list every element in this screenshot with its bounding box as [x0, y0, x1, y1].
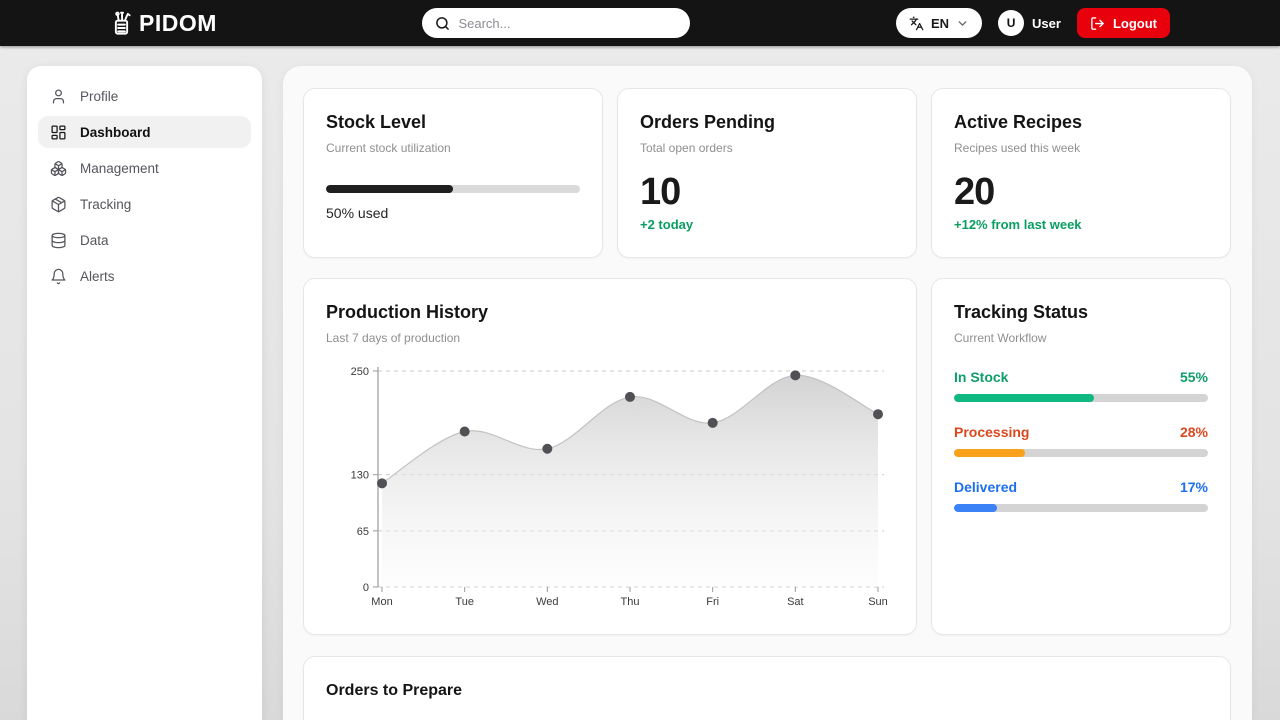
utensil-crock-icon: [108, 10, 135, 37]
sidebar-item-label: Dashboard: [80, 124, 151, 140]
svg-text:Tue: Tue: [455, 596, 474, 607]
search-icon: [435, 16, 450, 31]
sidebar-item-data[interactable]: Data: [38, 224, 251, 256]
stock-progress-fill: [326, 185, 453, 193]
sidebar-item-label: Management: [80, 160, 159, 176]
tracking-progress-track: [954, 449, 1208, 457]
sidebar-item-alerts[interactable]: Alerts: [38, 260, 251, 292]
dashboard-icon: [50, 124, 67, 141]
sidebar-item-label: Profile: [80, 88, 119, 104]
svg-text:250: 250: [351, 366, 369, 378]
svg-text:Sun: Sun: [868, 596, 888, 607]
stock-caption: 50% used: [326, 205, 389, 221]
tracking-row-label: Processing: [954, 424, 1030, 440]
tracking-progress-fill: [954, 504, 998, 512]
production-history-chart: 0 65 130 250 Mon Tue Wed Thu Fri Sat Sun: [326, 359, 894, 607]
stock-level-card: Stock Level Current stock utilization 50…: [303, 88, 603, 258]
bell-icon: [50, 268, 67, 285]
sidebar-item-label: Alerts: [80, 268, 115, 284]
chevron-down-icon: [956, 17, 969, 30]
tracking-row-label: In Stock: [954, 369, 1009, 385]
sidebar-item-label: Tracking: [80, 196, 132, 212]
card-title: Stock Level: [326, 112, 427, 132]
orders-pending-value: 10: [640, 171, 681, 213]
orders-to-prepare-card: Orders to Prepare: [303, 656, 1231, 720]
sidebar-item-tracking[interactable]: Tracking: [38, 188, 251, 220]
card-subtitle: Current stock utilization: [326, 141, 451, 155]
card-title: Production History: [326, 302, 489, 322]
language-selector[interactable]: EN: [895, 8, 983, 38]
svg-text:0: 0: [363, 582, 369, 594]
logout-icon: [1090, 16, 1105, 31]
tracking-status-card: Tracking Status Current Workflow In Stoc…: [931, 278, 1231, 635]
active-recipes-delta: +12% from last week: [954, 217, 1082, 232]
user-icon: [50, 88, 67, 105]
tracking-row-label: Delivered: [954, 479, 1018, 495]
card-subtitle: Current Workflow: [954, 331, 1047, 345]
sidebar-item-label: Data: [80, 232, 109, 248]
card-title: Orders to Prepare: [326, 682, 463, 699]
active-recipes-card: Active Recipes Recipes used this week 20…: [931, 88, 1231, 258]
svg-text:130: 130: [351, 470, 369, 482]
user-label: User: [1032, 15, 1061, 31]
tracking-progress-fill: [954, 394, 1094, 402]
search-input[interactable]: [458, 15, 678, 31]
sidebar-item-profile[interactable]: Profile: [38, 80, 251, 112]
svg-text:Wed: Wed: [536, 596, 558, 607]
active-recipes-value: 20: [954, 171, 995, 213]
tracking-row-percent: 28%: [1179, 424, 1208, 440]
stock-progress-track: [326, 185, 580, 193]
logout-label: Logout: [1112, 15, 1158, 31]
tracking-row-percent: 55%: [1179, 369, 1208, 385]
package-icon: [50, 196, 67, 213]
card-title: Tracking Status: [954, 302, 1089, 322]
card-subtitle: Total open orders: [640, 141, 733, 155]
charts-row: Production History Last 7 days of produc…: [303, 278, 1232, 635]
svg-text:Fri: Fri: [706, 596, 719, 607]
brand-logo[interactable]: PIDOM: [108, 10, 217, 37]
stats-row: Stock Level Current stock utilization 50…: [303, 88, 1232, 258]
sidebar-item-management[interactable]: Management: [38, 152, 251, 184]
avatar: U: [998, 10, 1025, 36]
tracking-progress-track: [954, 504, 1208, 512]
translate-icon: [909, 16, 924, 31]
language-label: EN: [930, 15, 950, 31]
brand-logo-text: PIDOM: [139, 9, 217, 36]
tracking-progress-track: [954, 394, 1208, 402]
boxes-icon: [50, 160, 67, 177]
card-title: Orders Pending: [640, 112, 776, 132]
area-chart-svg: 0 65 130 250 Mon Tue Wed Thu Fri Sat Sun: [351, 366, 888, 607]
database-icon: [50, 232, 67, 249]
logout-button[interactable]: Logout: [1076, 8, 1171, 38]
tracking-rows: In Stock 55% Processing 28% Delivered 17%: [954, 369, 1208, 512]
card-subtitle: Last 7 days of production: [326, 331, 461, 345]
user-menu[interactable]: U User: [998, 10, 1061, 36]
card-subtitle: Recipes used this week: [954, 141, 1081, 155]
orders-pending-card: Orders Pending Total open orders 10 +2 t…: [617, 88, 917, 258]
top-header: PIDOM EN U User: [0, 0, 1280, 46]
svg-text:65: 65: [357, 526, 369, 538]
tracking-progress-fill: [954, 449, 1026, 457]
search-bar[interactable]: [422, 8, 691, 38]
tracking-row: In Stock 55%: [954, 369, 1208, 402]
production-history-card: Production History Last 7 days of produc…: [303, 278, 917, 635]
orders-pending-delta: +2 today: [640, 217, 694, 232]
sidebar-item-dashboard[interactable]: Dashboard: [38, 116, 251, 148]
sidebar: Profile Dashboard Management Tracking Data Al…: [27, 66, 262, 720]
svg-text:Sat: Sat: [787, 596, 804, 607]
svg-text:Thu: Thu: [621, 596, 640, 607]
main-content: Stock Level Current stock utilization 50…: [283, 66, 1252, 720]
tracking-row-percent: 17%: [1179, 479, 1208, 495]
tracking-row: Processing 28%: [954, 424, 1208, 457]
tracking-row: Delivered 17%: [954, 479, 1208, 512]
svg-text:Mon: Mon: [371, 596, 392, 607]
orders-row: Orders to Prepare: [303, 656, 1232, 720]
card-title: Active Recipes: [954, 112, 1083, 132]
